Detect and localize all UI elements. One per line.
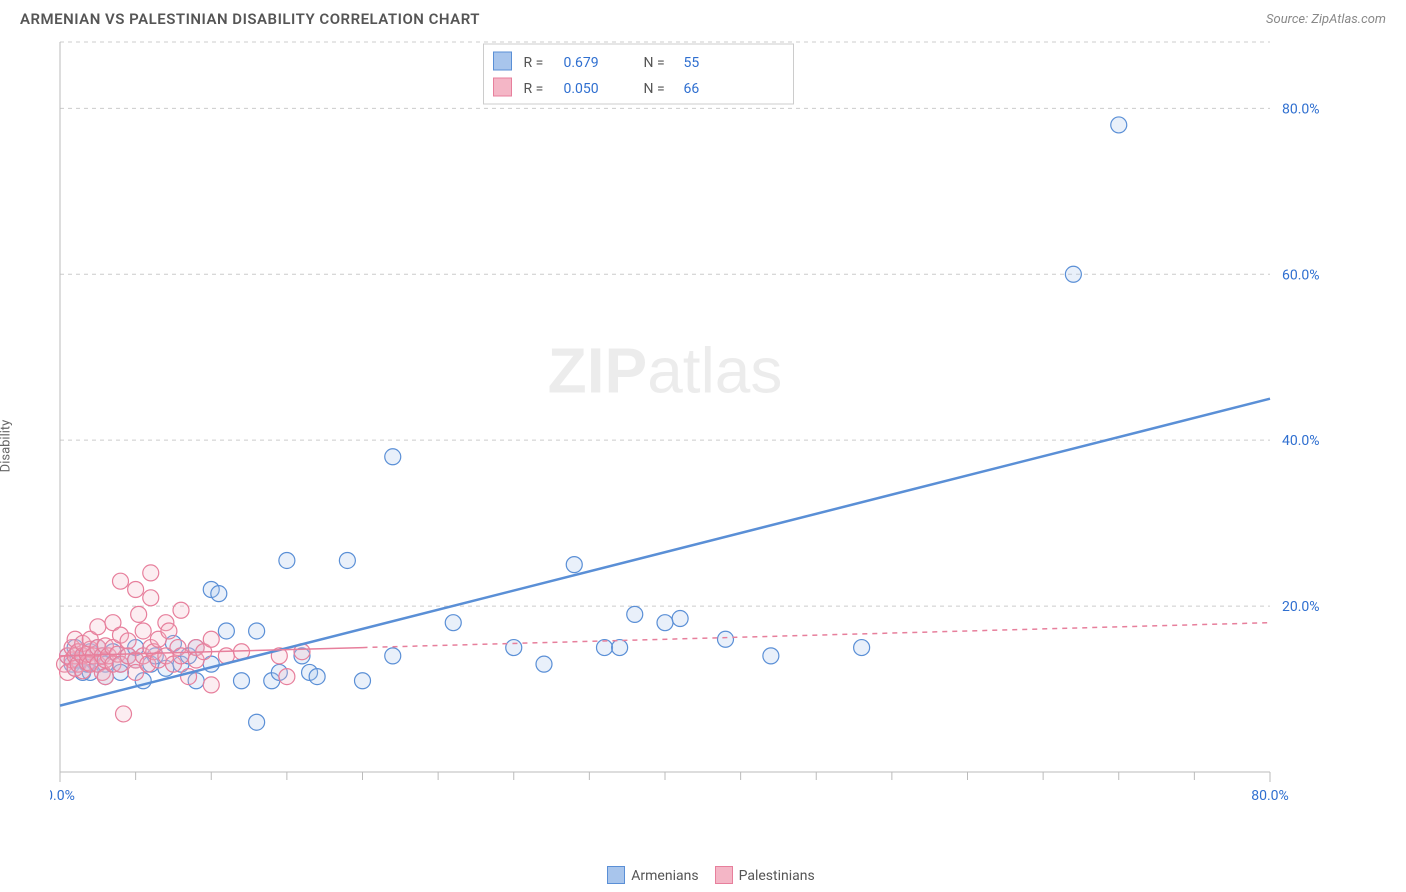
data-point xyxy=(143,565,159,581)
data-point xyxy=(506,640,522,656)
svg-text:N =: N = xyxy=(644,55,665,71)
chart-area: 20.0% 40.0% 60.0% 80.0% 0.0% 80.0% ZIPatlas R =… xyxy=(50,32,1386,812)
data-point xyxy=(135,623,151,639)
data-point xyxy=(385,449,401,465)
data-point xyxy=(143,590,159,606)
data-point xyxy=(566,557,582,573)
svg-text:55: 55 xyxy=(684,55,700,71)
source-label: Source: ZipAtlas.com xyxy=(1266,12,1386,27)
data-point xyxy=(718,631,734,647)
svg-text:40.0%: 40.0% xyxy=(1282,433,1320,449)
data-point xyxy=(597,640,613,656)
legend-swatch xyxy=(607,866,625,884)
data-point xyxy=(249,623,265,639)
chart-title: ARMENIAN VS PALESTINIAN DISABILITY CORRE… xyxy=(20,10,480,28)
svg-text:80.0%: 80.0% xyxy=(1251,788,1289,804)
data-point xyxy=(128,582,144,598)
data-point xyxy=(131,606,147,622)
data-point xyxy=(279,552,295,568)
data-point xyxy=(612,640,628,656)
data-point xyxy=(355,673,371,689)
svg-text:0.679: 0.679 xyxy=(564,55,599,71)
data-point xyxy=(279,669,295,685)
data-point xyxy=(536,656,552,672)
legend-label: Palestinians xyxy=(739,868,815,884)
data-point xyxy=(173,602,189,618)
svg-text:R =: R = xyxy=(524,81,544,97)
data-point xyxy=(385,648,401,664)
data-point xyxy=(161,623,177,639)
series-legend: Armenians Palestinians xyxy=(0,866,1406,884)
data-point xyxy=(249,714,265,730)
svg-text:20.0%: 20.0% xyxy=(1282,599,1320,615)
data-point xyxy=(627,606,643,622)
y-axis-label: Disability xyxy=(0,420,14,473)
svg-text:ZIPatlas: ZIPatlas xyxy=(548,334,783,406)
data-point xyxy=(445,615,461,631)
data-point xyxy=(218,623,234,639)
data-point xyxy=(854,640,870,656)
data-point xyxy=(763,648,779,664)
svg-text:60.0%: 60.0% xyxy=(1282,267,1320,283)
data-point xyxy=(173,648,189,664)
svg-text:80.0%: 80.0% xyxy=(1282,101,1320,117)
trend-line xyxy=(60,399,1270,706)
data-point xyxy=(203,631,219,647)
data-point xyxy=(116,706,132,722)
svg-text:0.050: 0.050 xyxy=(564,81,599,97)
svg-text:N =: N = xyxy=(644,81,665,97)
legend-label: Armenians xyxy=(631,868,698,884)
data-point xyxy=(1065,266,1081,282)
data-point xyxy=(1111,117,1127,133)
data-point xyxy=(657,615,673,631)
data-point xyxy=(672,611,688,627)
scatter-chart: 20.0% 40.0% 60.0% 80.0% 0.0% 80.0% ZIPatlas R =… xyxy=(50,32,1340,812)
data-point xyxy=(113,573,129,589)
data-point xyxy=(309,669,325,685)
data-point xyxy=(339,552,355,568)
legend-swatch xyxy=(715,866,733,884)
svg-text:66: 66 xyxy=(684,81,700,97)
data-point xyxy=(90,619,106,635)
data-point xyxy=(120,633,136,649)
data-point xyxy=(234,673,250,689)
svg-text:R =: R = xyxy=(524,55,544,71)
svg-text:0.0%: 0.0% xyxy=(50,788,75,804)
data-point xyxy=(203,677,219,693)
data-point xyxy=(211,586,227,602)
